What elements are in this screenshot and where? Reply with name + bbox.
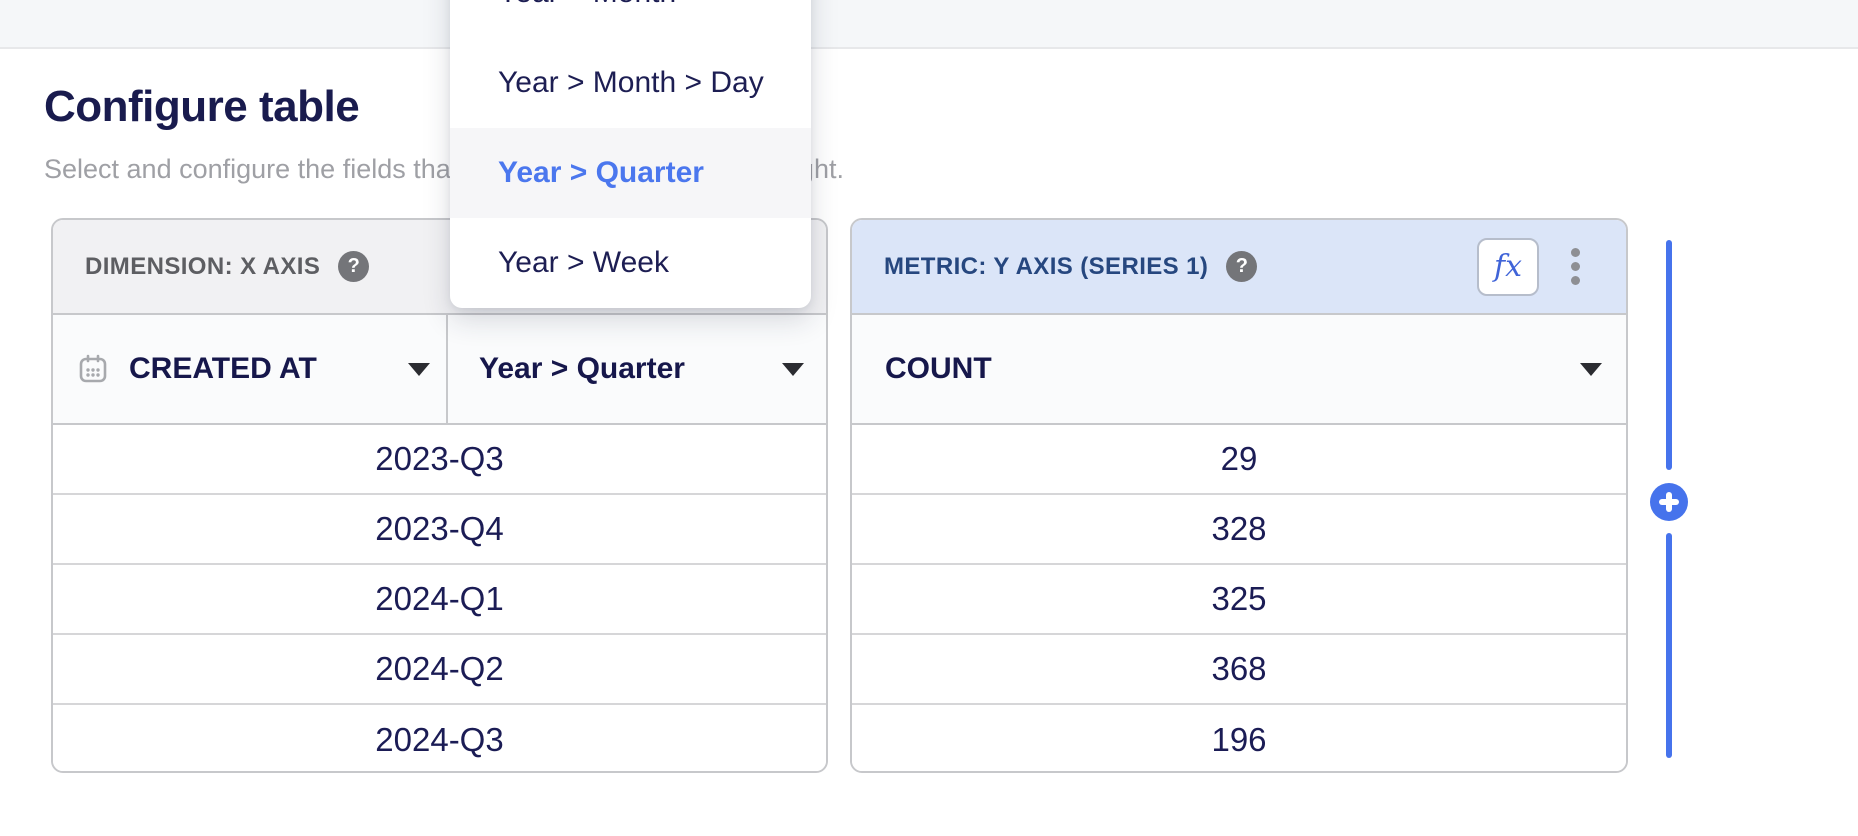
granularity-dropdown-menu: Year > Month Year > Month > Day Year > Q… bbox=[450, 0, 811, 308]
top-bar bbox=[0, 0, 1858, 49]
count-field-dropdown[interactable]: COUNT bbox=[852, 315, 1626, 423]
table-row: 2023-Q4 bbox=[53, 495, 826, 565]
created-at-label: CREATED AT bbox=[129, 352, 317, 385]
plus-icon bbox=[1666, 492, 1672, 512]
metric-panel-title: METRIC: Y AXIS (SERIES 1) bbox=[884, 252, 1209, 280]
chevron-down-icon bbox=[782, 362, 804, 376]
metric-column-headers: COUNT bbox=[852, 315, 1626, 425]
dimension-value: 2024-Q2 bbox=[375, 650, 504, 687]
count-label: COUNT bbox=[885, 352, 992, 385]
kebab-menu-icon[interactable] bbox=[1565, 242, 1586, 291]
table-row: 368 bbox=[852, 635, 1626, 705]
table-row: 2024-Q2 bbox=[53, 635, 826, 705]
dimension-value: 2023-Q4 bbox=[375, 510, 504, 547]
calendar-icon bbox=[79, 354, 107, 383]
table-row: 325 bbox=[852, 565, 1626, 635]
metric-panel-header: METRIC: Y AXIS (SERIES 1) ? fx bbox=[852, 220, 1626, 315]
metric-value: 29 bbox=[1220, 440, 1258, 477]
metric-value: 196 bbox=[1211, 721, 1267, 758]
table-row: 2024-Q1 bbox=[53, 565, 826, 635]
created-at-field-dropdown[interactable]: CREATED AT bbox=[53, 315, 448, 423]
table-row: 196 bbox=[852, 705, 1626, 771]
dimension-value: 2024-Q1 bbox=[375, 580, 504, 617]
table-row: 328 bbox=[852, 495, 1626, 565]
help-icon[interactable]: ? bbox=[1226, 251, 1258, 282]
chevron-down-icon bbox=[408, 362, 430, 376]
menu-item-year-month[interactable]: Year > Month bbox=[450, 0, 811, 38]
add-series-rail bbox=[1666, 240, 1672, 470]
table-row: 29 bbox=[852, 425, 1626, 495]
metric-rows: 29 328 325 368 196 bbox=[852, 425, 1626, 771]
metric-value: 368 bbox=[1211, 650, 1267, 687]
menu-item-year-month-day[interactable]: Year > Month > Day bbox=[498, 66, 764, 99]
metric-panel: METRIC: Y AXIS (SERIES 1) ? fx COUNT 29 … bbox=[850, 218, 1628, 773]
dimension-panel-title: DIMENSION: X AXIS bbox=[85, 252, 321, 280]
granularity-dropdown-trigger[interactable]: Year > Quarter bbox=[448, 315, 826, 423]
table-row: 2023-Q3 bbox=[53, 425, 826, 495]
menu-item-year-week[interactable]: Year > Week bbox=[498, 246, 669, 279]
help-icon[interactable]: ? bbox=[338, 251, 370, 282]
formula-button[interactable]: fx bbox=[1477, 237, 1539, 296]
metric-value: 325 bbox=[1211, 580, 1267, 617]
menu-item-year-quarter[interactable]: Year > Quarter bbox=[450, 128, 811, 218]
table-row: 2024-Q3 bbox=[53, 705, 826, 771]
granularity-label: Year > Quarter bbox=[479, 352, 685, 385]
metric-value: 328 bbox=[1211, 510, 1267, 547]
dimension-value: 2024-Q3 bbox=[375, 721, 504, 758]
chevron-down-icon bbox=[1580, 362, 1602, 376]
dimension-value: 2023-Q3 bbox=[375, 440, 504, 477]
dimension-column-headers: CREATED AT Year > Quarter bbox=[53, 315, 826, 425]
page-title: Configure table bbox=[44, 82, 360, 131]
add-series-rail bbox=[1666, 533, 1672, 758]
dimension-rows: 2023-Q3 2023-Q4 2024-Q1 2024-Q2 2024-Q3 bbox=[53, 425, 826, 771]
add-series-button[interactable] bbox=[1650, 483, 1688, 521]
